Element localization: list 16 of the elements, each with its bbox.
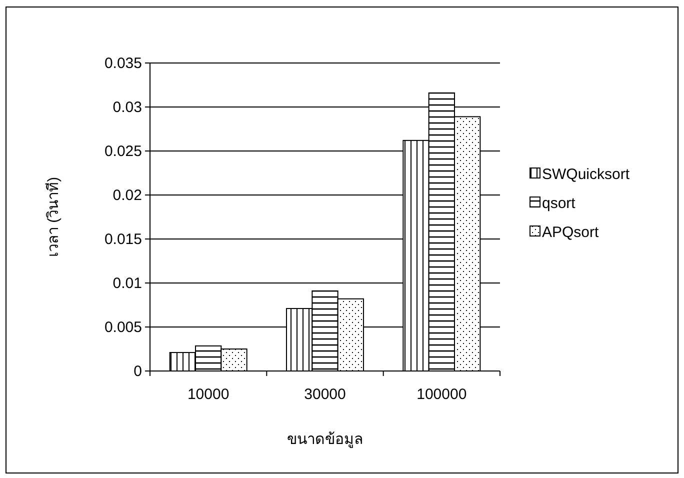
x-tick-label: 10000 [187,386,230,403]
x-axis-title: ขนาดข้อมูล [287,431,363,448]
y-tick-label: 0 [134,363,142,380]
y-tick-label: 0.005 [104,319,142,336]
legend-label: APQsort [542,224,600,241]
y-tick-label: 0.01 [112,275,142,292]
x-tick-label: 30000 [304,386,346,403]
legend-label: qsort [542,195,576,212]
y-tick-label: 0.02 [112,187,142,204]
legend-label: SWQuicksort [542,166,630,183]
y-tick-label: 0.035 [104,55,142,72]
y-axis-title: เวลา (วินาที) [45,176,62,258]
y-tick-label: 0.025 [104,143,142,160]
x-tick-label: 100000 [416,386,467,403]
y-tick-label: 0.03 [112,99,142,116]
y-tick-label: 0.015 [104,231,142,248]
